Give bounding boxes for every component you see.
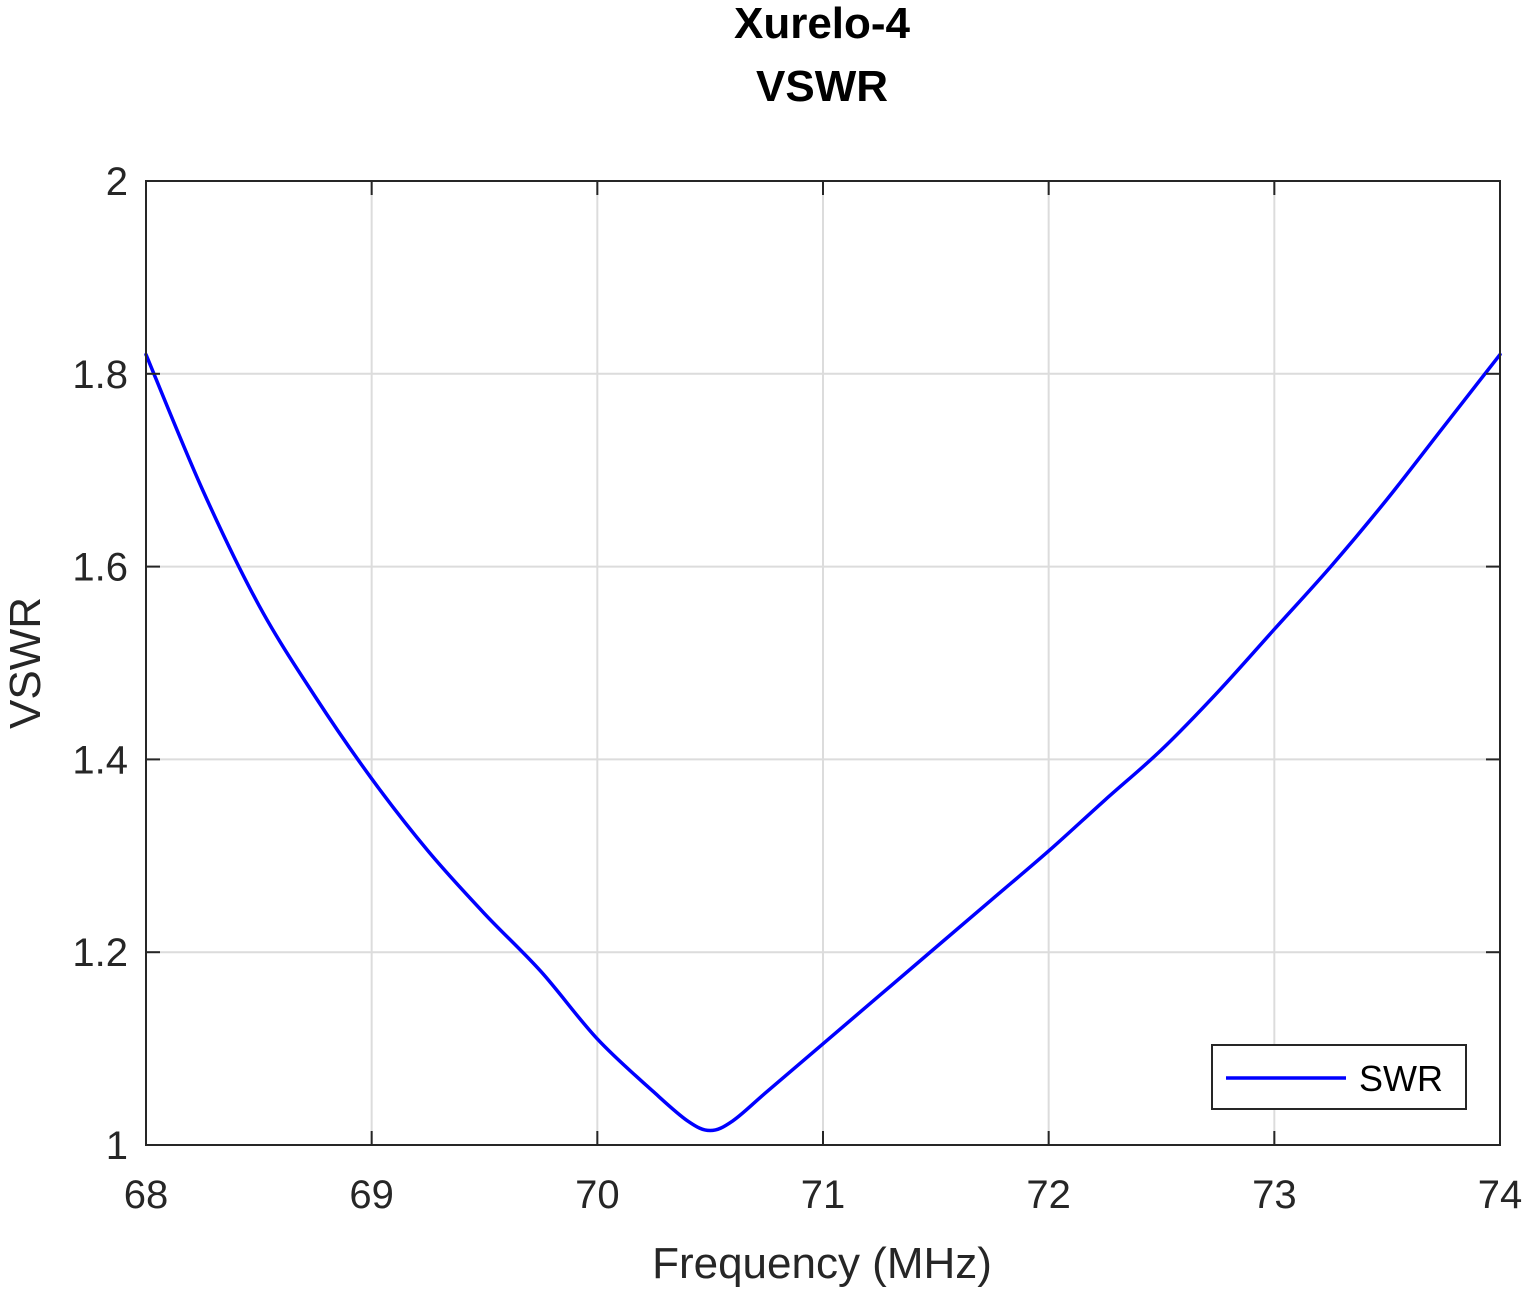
series-line-swr — [144, 352, 1502, 1133]
y-tick-label: 1.6 — [72, 546, 128, 590]
chart-title-line-1: Xurelo-4 — [734, 0, 911, 48]
series-layer — [144, 352, 1502, 1133]
y-tick-label: 2 — [106, 160, 128, 204]
x-axis-label: Frequency (MHz) — [652, 1239, 992, 1288]
y-tick-label: 1.2 — [72, 931, 128, 975]
x-tick-label: 69 — [349, 1173, 394, 1217]
y-tick-label: 1 — [106, 1124, 128, 1168]
y-axis-label: VSWR — [1, 597, 50, 729]
y-tick-label: 1.4 — [72, 738, 128, 782]
x-tick-label: 71 — [801, 1173, 846, 1217]
legend: SWR — [1211, 1044, 1467, 1110]
x-tick-label: 74 — [1478, 1173, 1523, 1217]
chart-title-line-2: VSWR — [756, 62, 888, 111]
x-tick-label: 70 — [575, 1173, 620, 1217]
axis-ticks — [145, 180, 1501, 1146]
x-tick-label: 68 — [124, 1173, 169, 1217]
y-tick-label: 1.8 — [72, 353, 128, 397]
tick-labels: 68 69 70 71 72 73 74 1 1.2 1.4 1.6 1.8 2 — [72, 160, 1522, 1217]
grid-lines — [146, 181, 1500, 1145]
legend-label-swr: SWR — [1359, 1058, 1443, 1099]
x-tick-label: 73 — [1252, 1173, 1297, 1217]
x-tick-label: 72 — [1026, 1173, 1071, 1217]
